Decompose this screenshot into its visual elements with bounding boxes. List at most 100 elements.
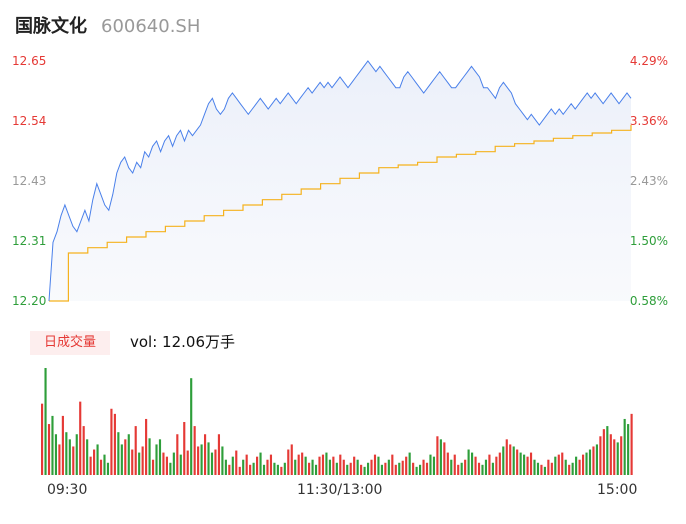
volume-bar bbox=[249, 464, 252, 475]
volume-bar bbox=[235, 450, 238, 475]
volume-bar bbox=[176, 434, 179, 475]
volume-bar bbox=[221, 446, 224, 475]
volume-bar bbox=[231, 456, 234, 475]
volume-bar bbox=[72, 446, 75, 475]
volume-bar bbox=[561, 452, 564, 475]
volume-bar bbox=[491, 462, 494, 475]
volume-bar bbox=[412, 462, 415, 475]
volume-bar bbox=[148, 438, 151, 475]
stock-name: 国脉文化 bbox=[15, 16, 87, 37]
volume-bar bbox=[41, 403, 44, 475]
volume-bar bbox=[380, 464, 383, 475]
volume-bar bbox=[200, 444, 203, 475]
volume-bar bbox=[203, 434, 207, 475]
volume-bar bbox=[328, 459, 331, 475]
volume-bar bbox=[106, 462, 110, 475]
x-tick-midday: 11:30/13:00 bbox=[297, 482, 383, 498]
volume-bar bbox=[134, 426, 137, 475]
volume-bar bbox=[276, 464, 279, 475]
volume-bar bbox=[124, 439, 127, 475]
volume-bar bbox=[613, 439, 616, 475]
volume-bar bbox=[446, 452, 449, 475]
y-tick-right-0: 4.29% bbox=[629, 54, 668, 68]
volume-bar bbox=[290, 444, 293, 475]
volume-bar bbox=[373, 454, 377, 475]
volume-bar bbox=[332, 456, 335, 475]
volume-bar bbox=[110, 408, 113, 475]
volume-bar bbox=[301, 452, 304, 475]
volume-bar bbox=[287, 449, 290, 475]
x-tick-open: 09:30 bbox=[47, 482, 88, 498]
volume-bar bbox=[488, 454, 491, 475]
volume-bar bbox=[498, 452, 501, 475]
volume-bar bbox=[214, 449, 217, 475]
volume-period-tab[interactable]: 日成交量 bbox=[30, 331, 110, 355]
volume-bar bbox=[93, 449, 96, 475]
volume-bar bbox=[75, 434, 78, 475]
volume-bar bbox=[523, 454, 526, 475]
volume-bar bbox=[245, 454, 248, 475]
volume-readout: vol: 12.06万手 bbox=[130, 333, 235, 351]
volume-bar bbox=[405, 456, 408, 475]
volume-bar bbox=[193, 426, 196, 475]
volume-bar bbox=[460, 462, 463, 475]
volume-bar bbox=[269, 454, 273, 475]
price-line bbox=[48, 60, 632, 302]
volume-bar bbox=[366, 462, 370, 475]
volume-bar bbox=[536, 462, 540, 475]
volume-bar bbox=[533, 459, 536, 475]
volume-bar bbox=[575, 456, 578, 475]
volume-bar bbox=[172, 452, 175, 475]
volume-bar bbox=[363, 466, 366, 475]
volume-bar bbox=[190, 378, 193, 475]
volume-bar bbox=[602, 429, 605, 475]
volume-bar bbox=[467, 449, 470, 475]
volume-bar bbox=[47, 424, 51, 475]
volume-bar bbox=[516, 449, 519, 475]
volume-bar bbox=[509, 444, 512, 475]
volume-bar bbox=[273, 462, 276, 475]
volume-bar bbox=[155, 444, 158, 475]
volume-bar bbox=[422, 459, 425, 475]
volume-bar bbox=[429, 454, 432, 475]
volume-bar bbox=[58, 444, 61, 475]
volume-bar bbox=[51, 415, 54, 475]
volume-bar bbox=[384, 462, 387, 475]
volume-bar bbox=[294, 459, 297, 475]
y-tick-right-3: 1.50% bbox=[629, 234, 668, 248]
volume-bar bbox=[96, 444, 99, 475]
volume-bar bbox=[425, 462, 429, 475]
volume-bar bbox=[65, 432, 68, 475]
volume-bar bbox=[217, 434, 221, 475]
volume-bar bbox=[623, 418, 626, 475]
volume-bar bbox=[547, 459, 550, 475]
volume-bar bbox=[391, 454, 394, 475]
volume-bar bbox=[308, 462, 311, 475]
volume-bar bbox=[79, 401, 82, 475]
volume-bar bbox=[616, 442, 619, 475]
volume-bar bbox=[394, 464, 397, 475]
volume-bar bbox=[61, 415, 64, 475]
volume-bar bbox=[210, 452, 214, 475]
price-chart bbox=[48, 60, 632, 302]
volume-bar bbox=[262, 464, 266, 475]
volume-bar bbox=[311, 459, 314, 475]
volume-bar bbox=[321, 454, 325, 475]
volume-bar bbox=[256, 456, 259, 475]
volume-bar bbox=[599, 436, 602, 475]
volume-bar bbox=[398, 462, 401, 475]
volume-bar bbox=[266, 459, 269, 475]
volume-bar bbox=[138, 452, 141, 475]
volume-bar bbox=[325, 452, 328, 475]
volume-bar bbox=[564, 459, 567, 475]
volume-bar bbox=[408, 452, 411, 475]
stock-code: 600640.SH bbox=[101, 16, 201, 37]
volume-bar bbox=[141, 446, 144, 475]
volume-bar bbox=[557, 454, 560, 475]
volume-bar bbox=[165, 456, 168, 475]
volume-bar bbox=[477, 462, 481, 475]
volume-bar bbox=[481, 464, 484, 475]
volume-bar bbox=[512, 446, 515, 475]
y-tick-right-1: 3.36% bbox=[629, 114, 668, 128]
volume-bar bbox=[571, 462, 574, 475]
